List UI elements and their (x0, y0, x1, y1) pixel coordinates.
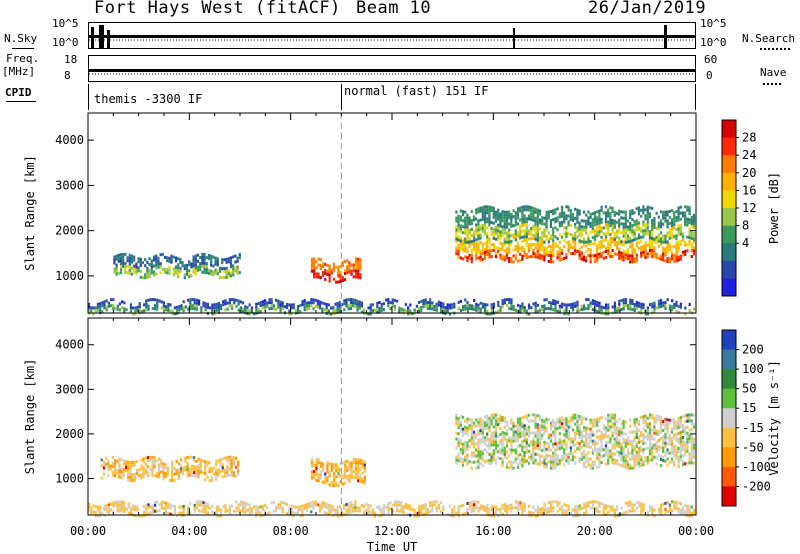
feature-diffuse-upper-band (455, 205, 696, 244)
colorbar-tick-label: 12 (742, 201, 756, 215)
feature-midday-echo (310, 257, 362, 284)
sky-trace (89, 25, 695, 48)
colorbar-segment (722, 369, 736, 390)
y-tick-label: 2000 (55, 224, 84, 238)
search-label: N.Search (742, 32, 795, 45)
y-tick-label: 1000 (55, 269, 84, 283)
colorbar-tick-label: -200 (742, 479, 771, 493)
freq-label: Freq. (6, 52, 40, 65)
x-axis-label: Time UT (367, 540, 418, 554)
colorbar-segment (722, 466, 736, 487)
colorbar-tick-label: 4 (742, 236, 749, 250)
y-tick-label: 4000 (55, 133, 84, 147)
freq-nave-panel (88, 55, 696, 82)
colorbar-segment (722, 349, 736, 370)
colorbar-segment (722, 278, 736, 297)
radar-panel-1: 1000 2000 3000 4000 Slant Range [km] 28 24 20 16… (23, 112, 781, 316)
colorbar-tick-label: -100 (742, 460, 771, 474)
colorbar-segment (722, 172, 736, 191)
sky-search-panel (88, 22, 696, 49)
beam-label: Beam 10 (356, 0, 432, 18)
colorbar-segment (722, 190, 736, 209)
colorbar-segment (722, 243, 736, 262)
x-tick-label: 00:00 (70, 524, 106, 538)
y-tick-label: 2000 (55, 427, 84, 441)
y-axis-label: Slant Range [km] (23, 155, 37, 271)
colorbar-tick-label: 50 (742, 382, 756, 396)
colorbar: 28 24 20 16 12 8 4 Power [dB] (721, 119, 781, 297)
sky-underline (12, 48, 34, 49)
colorbar-segment (722, 208, 736, 227)
y-axis-label: Slant Range [km] (23, 359, 37, 475)
colorbar-segment (722, 260, 736, 279)
nave-label: Nave (760, 66, 787, 79)
freq-trace (89, 69, 695, 75)
x-tick-label: 12:00 (374, 524, 410, 538)
search-dots (760, 48, 790, 50)
y-tick-label: 1000 (55, 471, 84, 485)
feature-late-band (455, 413, 696, 470)
x-tick-label: 08:00 (273, 524, 309, 538)
colorbar-tick-label: 20 (742, 166, 756, 180)
x-tick-label: 20:00 (577, 524, 613, 538)
colorbar-tick-label: 16 (742, 183, 756, 197)
colorbar-label: Velocity [m s⁻¹] (767, 360, 781, 476)
station-title: Fort Hays West (fitACF) (94, 0, 341, 18)
nave-tick-top: 60 (704, 53, 718, 66)
cpid-segment-2: normal (fast) 151 IF (344, 84, 489, 98)
colorbar-segment (722, 427, 736, 448)
x-tick-label: 16:00 (475, 524, 511, 538)
colorbar-tick-label: 8 (742, 219, 749, 233)
cpid-label: CPID (5, 86, 32, 99)
x-tick-label: 04:00 (171, 524, 207, 538)
cpid-bar: themis -3300 IF normal (fast) 151 IF (88, 84, 696, 110)
x-tick-label: 00:00 (678, 524, 714, 538)
colorbar-tick-label: 100 (742, 362, 764, 376)
date-label: 26/Jan/2019 (588, 0, 707, 18)
colorbar-segment (722, 330, 736, 351)
freq-unit: [MHz] (2, 65, 36, 78)
nave-dots (763, 83, 781, 85)
y-tick-label: 4000 (55, 338, 84, 352)
y-tick-label: 3000 (55, 382, 84, 396)
cpid-segment-1: themis -3300 IF (94, 92, 203, 106)
colorbar-segment (722, 408, 736, 429)
colorbar-tick-label: -15 (742, 421, 764, 435)
colorbar-tick-label: -50 (742, 440, 764, 454)
sky-label: N.Sky (4, 32, 38, 45)
colorbar-segment (722, 225, 736, 244)
radar-panel-2: 1000 2000 3000 4000 Slant Range [km] 200 100 50… (23, 317, 781, 554)
colorbar-label: Power [dB] (767, 172, 781, 244)
colorbar-tick-label: 24 (742, 148, 756, 162)
colorbar-tick-label: 200 (742, 343, 764, 357)
colorbar-segment (722, 486, 736, 507)
search-tick-top: 10^5 (700, 17, 727, 30)
colorbar-frame (721, 329, 737, 507)
colorbar: 200 100 50 15 -15 -50 -100 -200 Velocity [m s⁻¹] (721, 329, 781, 507)
cpid-underline (6, 101, 36, 102)
colorbar-tick-label: 28 (742, 131, 756, 145)
feature-early-band (113, 252, 241, 280)
sky-tick-bottom: 10^0 (52, 36, 79, 49)
feature-ground-band (88, 298, 696, 316)
colorbar-segment (722, 447, 736, 468)
plot-frame (87, 317, 697, 516)
colorbar-segment (722, 137, 736, 156)
nave-tick-bottom: 0 (706, 69, 713, 82)
feature-midday-echo (310, 458, 366, 488)
feature-ground-band (88, 500, 696, 518)
colorbar-segment (722, 155, 736, 174)
colorbar-tick-label: 15 (742, 401, 756, 415)
sky-tick-top: 10^5 (52, 17, 79, 30)
y-tick-label: 3000 (55, 178, 84, 192)
colorbar-segment (722, 120, 736, 139)
feature-early-band (100, 455, 240, 482)
freq-tick-top: 18 (64, 53, 78, 66)
freq-tick-bottom: 8 (64, 69, 71, 82)
colorbar-segment (722, 388, 736, 409)
search-tick-bottom: 10^0 (700, 36, 727, 49)
